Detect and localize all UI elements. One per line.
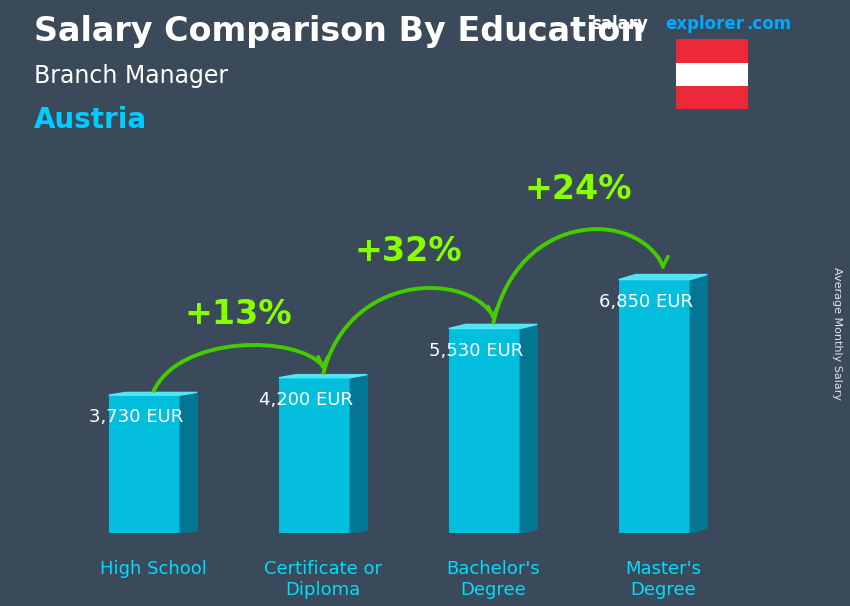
Text: Certificate or
Diploma: Certificate or Diploma xyxy=(264,560,382,599)
Bar xyxy=(109,395,180,533)
Text: .com: .com xyxy=(746,15,791,33)
Polygon shape xyxy=(279,375,367,378)
Polygon shape xyxy=(350,375,367,533)
Polygon shape xyxy=(180,392,197,533)
Text: +24%: +24% xyxy=(524,173,632,206)
Text: explorer: explorer xyxy=(666,15,745,33)
Text: Salary Comparison By Education: Salary Comparison By Education xyxy=(34,15,644,48)
Text: Austria: Austria xyxy=(34,106,147,134)
Text: Branch Manager: Branch Manager xyxy=(34,64,228,88)
Text: 5,530 EUR: 5,530 EUR xyxy=(429,342,523,360)
Bar xyxy=(619,279,690,533)
Bar xyxy=(676,63,748,85)
Text: Master's
Degree: Master's Degree xyxy=(625,560,701,599)
Bar xyxy=(449,328,520,533)
Text: Average Monthly Salary: Average Monthly Salary xyxy=(832,267,842,400)
Text: 6,850 EUR: 6,850 EUR xyxy=(599,293,693,311)
Text: +13%: +13% xyxy=(184,298,292,331)
Text: Bachelor's
Degree: Bachelor's Degree xyxy=(446,560,540,599)
Text: 3,730 EUR: 3,730 EUR xyxy=(89,408,183,427)
Bar xyxy=(676,85,748,109)
Text: salary: salary xyxy=(591,15,648,33)
Polygon shape xyxy=(619,275,707,279)
Polygon shape xyxy=(690,275,707,533)
Bar xyxy=(279,378,350,533)
Text: +32%: +32% xyxy=(354,236,462,268)
Polygon shape xyxy=(449,324,537,328)
Bar xyxy=(676,39,748,63)
Text: 4,200 EUR: 4,200 EUR xyxy=(259,391,353,409)
Polygon shape xyxy=(109,392,197,395)
Text: High School: High School xyxy=(99,560,207,578)
Polygon shape xyxy=(520,324,537,533)
